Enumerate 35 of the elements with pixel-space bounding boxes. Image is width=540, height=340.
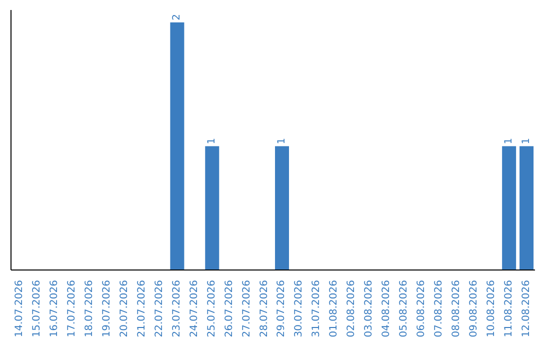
data-label: 1 <box>521 138 532 144</box>
x-tick-label: 01.08.2026 <box>328 280 340 338</box>
x-tick-label: 02.08.2026 <box>346 280 358 338</box>
x-tick-label: 27.07.2026 <box>241 280 252 338</box>
x-tick-label: 29.07.2026 <box>276 280 288 338</box>
x-tick-label: 05.08.2026 <box>398 280 410 338</box>
x-tick-label: 16.07.2026 <box>49 280 60 338</box>
x-tick-label: 03.08.2026 <box>364 280 375 338</box>
x-tick-label: 08.08.2026 <box>450 280 462 338</box>
x-tick-label: 28.07.2026 <box>258 280 270 338</box>
data-label: 1 <box>504 138 515 144</box>
x-tick-label: 15.07.2026 <box>32 280 43 338</box>
x-tick-label: 06.08.2026 <box>416 280 427 338</box>
x-tick-label: 07.08.2026 <box>433 280 444 338</box>
x-tick-label: 24.07.2026 <box>188 280 200 338</box>
x-tick-label: 23.07.2026 <box>171 280 182 338</box>
x-tick-label: 22.07.2026 <box>154 280 165 338</box>
x-tick-label: 17.07.2026 <box>66 280 78 338</box>
x-tick-label: 11.08.2026 <box>503 280 514 338</box>
x-tick-label: 21.07.2026 <box>136 280 148 338</box>
x-tick-label: 12.08.2026 <box>520 280 532 338</box>
x-tick-label: 25.07.2026 <box>206 280 218 338</box>
x-tick-label: 14.07.2026 <box>14 280 26 338</box>
x-tick-label: 09.08.2026 <box>468 280 480 338</box>
x-tick-label: 20.07.2026 <box>119 280 130 338</box>
data-label: 1 <box>206 138 218 144</box>
data-label: 2 <box>172 14 183 20</box>
x-tick-label: 31.07.2026 <box>311 280 322 338</box>
x-tick-label: 30.07.2026 <box>294 280 305 338</box>
x-tick-label: 19.07.2026 <box>102 280 113 338</box>
x-tick-label: 10.08.2026 <box>486 280 497 338</box>
data-label: 1 <box>276 138 288 144</box>
x-tick-label: 26.07.2026 <box>224 280 235 338</box>
x-tick-label: 04.08.2026 <box>381 280 392 338</box>
x-tick-label: 18.07.2026 <box>84 280 96 338</box>
